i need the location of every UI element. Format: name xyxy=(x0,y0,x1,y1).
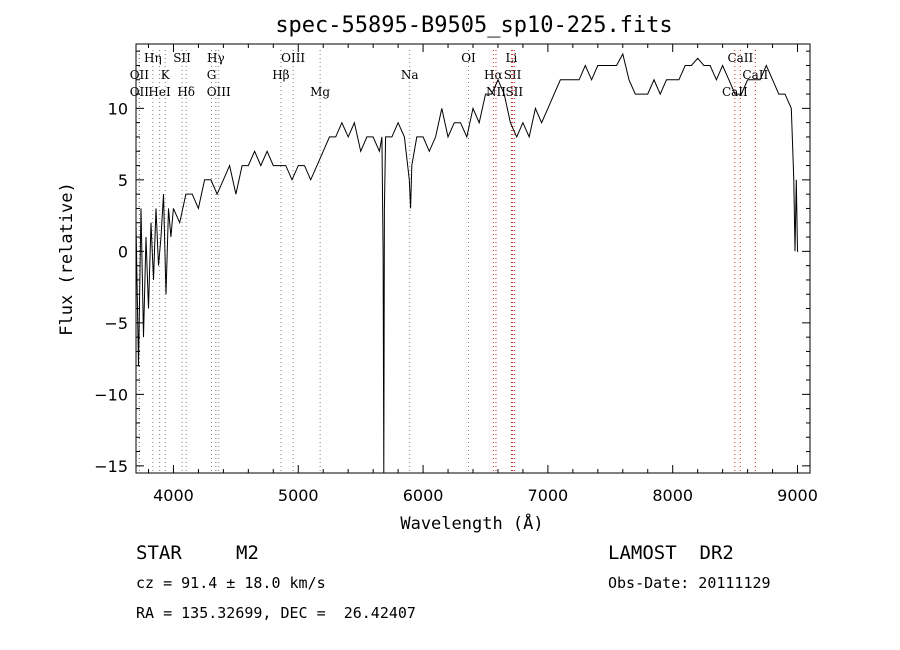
spectral-line-label: HeI xyxy=(148,85,171,99)
y-axis-ticks: −15 −10 −5 0 5 10 xyxy=(94,50,810,476)
spectral-line-label: Mg xyxy=(310,85,330,99)
redshift-cz: cz = 91.4 ± 18.0 km/s xyxy=(136,574,326,592)
y-axis-label: Flux (relative) xyxy=(57,182,77,336)
x-axis-label: Wavelength (Å) xyxy=(400,512,543,534)
spectral-line-label: OI xyxy=(461,51,476,65)
ra-dec: RA = 135.32699, DEC = 26.42407 xyxy=(136,604,416,622)
survey-name: LAMOST DR2 xyxy=(608,542,734,564)
spectral-line-label: CaII xyxy=(727,51,753,65)
x-tick-label: 5000 xyxy=(278,486,319,505)
spectral-line-label: SII xyxy=(173,51,191,65)
y-tick-label: 0 xyxy=(118,242,128,261)
spectral-line-label: NII xyxy=(486,85,506,99)
y-tick-label: 10 xyxy=(108,99,128,118)
y-tick-label: 5 xyxy=(118,171,128,190)
observation-date: Obs-Date: 20111129 xyxy=(608,574,771,592)
x-tick-label: 4000 xyxy=(153,486,194,505)
spectral-line-label: OIII xyxy=(207,85,231,99)
spectral-line-label: Hη xyxy=(144,51,162,65)
spectral-line-label: OII xyxy=(130,85,150,99)
spectral-line-label: SII xyxy=(505,85,523,99)
spectral-line-label: Hα xyxy=(484,68,503,82)
spectral-line-label: Hδ xyxy=(177,85,195,99)
spectrum-line xyxy=(135,52,799,474)
spectral-line-label: Hβ xyxy=(272,68,289,82)
x-tick-label: 8000 xyxy=(652,486,693,505)
y-tick-label: −10 xyxy=(94,385,128,404)
y-tick-label: −5 xyxy=(104,314,128,333)
y-tick-label: −15 xyxy=(94,457,128,476)
x-axis-ticks: 4000 5000 6000 7000 8000 9000 xyxy=(147,44,818,505)
x-tick-label: 9000 xyxy=(777,486,818,505)
spectral-line-label: G xyxy=(207,68,217,82)
spectral-line-label: OIII xyxy=(281,51,305,65)
spectrum-series xyxy=(135,52,799,474)
spectral-line-label: CaII xyxy=(742,68,768,82)
spectral-line-label: CaII xyxy=(722,85,748,99)
spectral-line-label: SII xyxy=(504,68,522,82)
spectral-line-label: Na xyxy=(401,68,419,82)
spectral-line-label: Li xyxy=(506,51,518,65)
spectral-line-label: K xyxy=(161,68,171,82)
chart-title: spec-55895-B9505_sp10-225.fits xyxy=(275,13,672,38)
x-tick-label: 7000 xyxy=(528,486,569,505)
object-subclass: M2 xyxy=(236,542,259,564)
x-tick-label: 6000 xyxy=(403,486,444,505)
object-class: STAR xyxy=(136,542,182,564)
spectral-line-label: Hγ xyxy=(207,51,225,65)
